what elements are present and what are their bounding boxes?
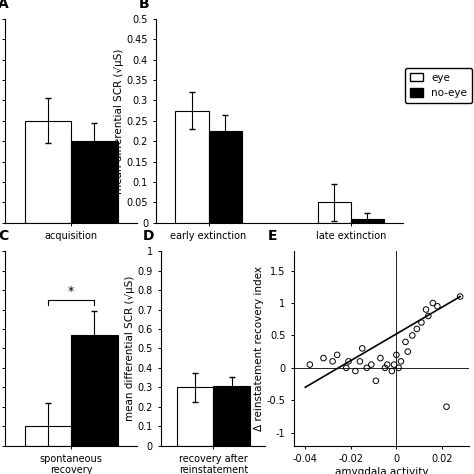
Text: *: * bbox=[68, 285, 74, 298]
Point bbox=[343, 364, 350, 372]
Point bbox=[377, 355, 384, 362]
Point bbox=[409, 332, 416, 339]
Point bbox=[367, 361, 375, 368]
Point bbox=[434, 302, 441, 310]
Point bbox=[395, 364, 402, 372]
Point bbox=[418, 319, 425, 326]
Bar bbox=[213, 386, 250, 446]
Bar bbox=[177, 387, 213, 446]
Point bbox=[319, 355, 327, 362]
Text: A: A bbox=[0, 0, 9, 11]
Point bbox=[422, 306, 430, 313]
Point bbox=[363, 364, 371, 372]
Point bbox=[456, 293, 464, 301]
Point bbox=[345, 357, 352, 365]
Point bbox=[356, 357, 364, 365]
Point bbox=[358, 345, 366, 352]
Point bbox=[352, 367, 359, 375]
Text: D: D bbox=[142, 229, 154, 244]
Point bbox=[390, 361, 398, 368]
Point bbox=[306, 361, 314, 368]
Text: E: E bbox=[267, 229, 277, 244]
Bar bbox=[25, 121, 71, 223]
Y-axis label: mean differential SCR (√μS): mean differential SCR (√μS) bbox=[125, 276, 135, 421]
Point bbox=[425, 312, 432, 320]
Point bbox=[372, 377, 380, 384]
Point bbox=[397, 357, 405, 365]
Point bbox=[413, 325, 420, 333]
Point bbox=[392, 351, 400, 359]
Bar bbox=[209, 131, 242, 223]
Point bbox=[388, 367, 396, 375]
Y-axis label: Δ reinstatement recovery index: Δ reinstatement recovery index bbox=[254, 266, 264, 431]
Y-axis label: mean differential SCR (√μS): mean differential SCR (√μS) bbox=[114, 48, 124, 193]
Point bbox=[443, 403, 450, 410]
Point bbox=[401, 338, 409, 346]
Text: C: C bbox=[0, 229, 9, 244]
Bar bbox=[25, 426, 71, 446]
Bar bbox=[175, 111, 209, 223]
Legend: eye, no-eye: eye, no-eye bbox=[405, 67, 472, 103]
Point bbox=[404, 348, 411, 356]
X-axis label: amygdala activity
during eye movement: amygdala activity during eye movement bbox=[324, 467, 439, 474]
Point bbox=[429, 299, 437, 307]
Point bbox=[333, 351, 341, 359]
Point bbox=[381, 364, 389, 372]
Text: B: B bbox=[139, 0, 150, 11]
Bar bbox=[351, 219, 384, 223]
Bar bbox=[318, 202, 351, 223]
Bar bbox=[71, 141, 118, 223]
Point bbox=[329, 357, 337, 365]
Bar bbox=[71, 335, 118, 446]
Point bbox=[383, 361, 391, 368]
